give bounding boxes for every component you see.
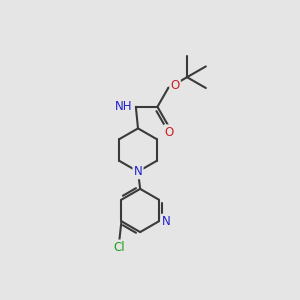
Text: O: O (170, 79, 180, 92)
Text: Cl: Cl (113, 241, 125, 254)
Text: N: N (162, 215, 171, 228)
Text: O: O (165, 126, 174, 139)
Text: NH: NH (115, 100, 133, 113)
Text: N: N (134, 165, 142, 178)
